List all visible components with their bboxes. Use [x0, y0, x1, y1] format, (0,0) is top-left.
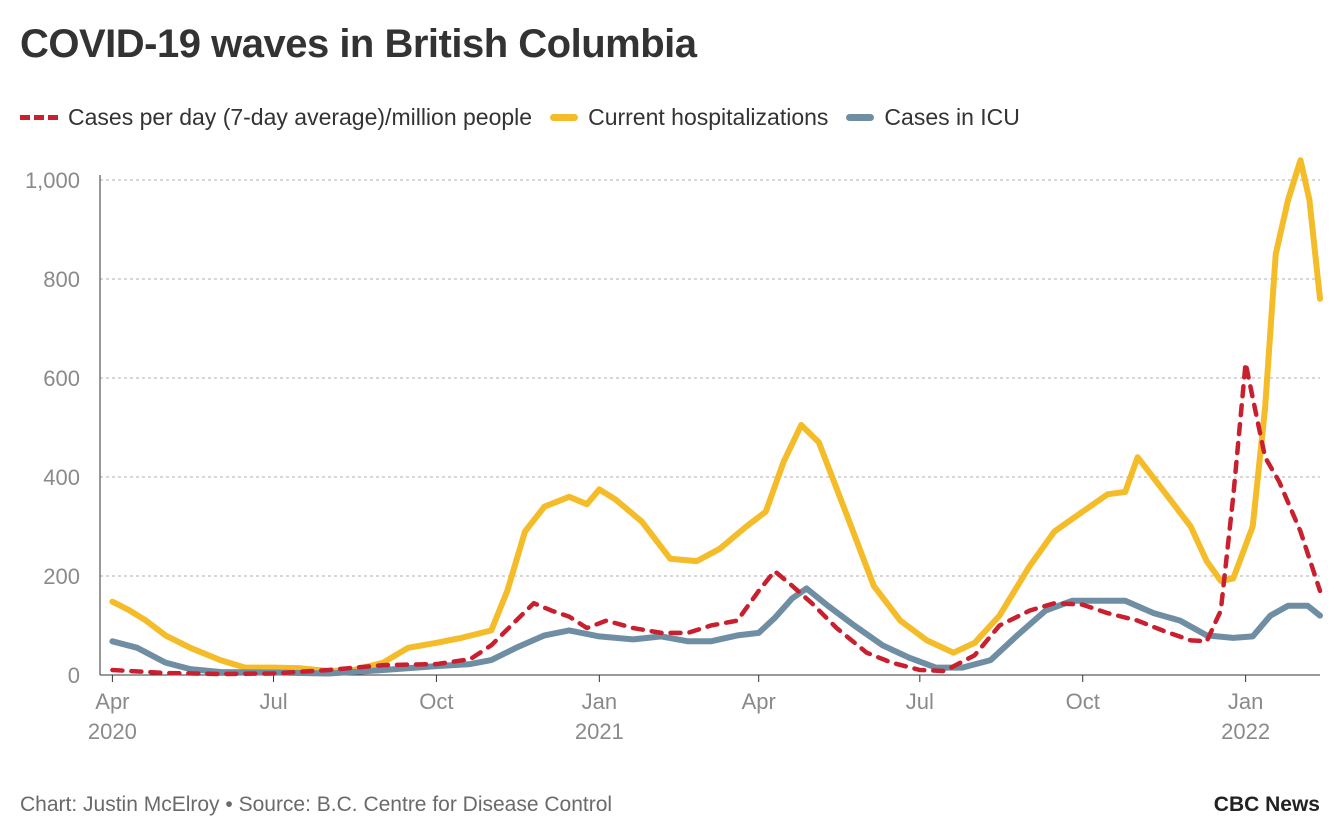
legend-label-cases: Cases per day (7-day average)/million pe… — [68, 103, 533, 130]
x-tick-label: Jan — [1228, 689, 1263, 714]
x-tick-label: Oct — [1066, 689, 1100, 714]
y-tick-label: 1,000 — [25, 168, 80, 193]
legend-item-cases: Cases per day (7-day average)/million pe… — [20, 104, 532, 131]
y-tick-label: 400 — [43, 465, 80, 490]
legend-item-hospitalizations: Current hospitalizations — [550, 104, 828, 131]
x-tick-label: Jul — [906, 689, 934, 714]
y-tick-label: 800 — [43, 267, 80, 292]
x-tick-label: Oct — [419, 689, 453, 714]
x-tick-label: Apr — [742, 689, 776, 714]
y-tick-label: 600 — [43, 366, 80, 391]
x-tick-label: Apr — [95, 689, 129, 714]
x-tick-year-label: 2022 — [1221, 719, 1270, 744]
chart-title: COVID-19 waves in British Columbia — [20, 22, 697, 66]
x-tick-label: Jul — [259, 689, 287, 714]
legend-item-icu: Cases in ICU — [846, 103, 1020, 131]
x-tick-year-label: 2020 — [88, 719, 137, 744]
x-tick-year-label: 2021 — [575, 719, 624, 744]
cases-series-line — [110, 360, 1323, 677]
y-tick-label: 0 — [68, 663, 80, 688]
hospitalizations-swatch — [550, 113, 579, 121]
legend-label-icu: Cases in ICU — [884, 103, 1020, 130]
cases-dash-swatch — [20, 114, 58, 120]
brand-logo-text: CBC News — [1213, 793, 1320, 816]
icu-series-line — [109, 585, 1323, 677]
legend-label-hospitalizations: Current hospitalizations — [588, 103, 829, 130]
x-tick-label: Jan — [582, 689, 617, 714]
icu-swatch — [846, 113, 875, 121]
line-chart: 0 200 400 600 800 1,000 Apr 2020 Jul Oct Jan 2021 Ap… — [25, 157, 1323, 744]
legend: Cases per day (7-day average)/million pe… — [20, 100, 1038, 134]
hospitalizations-series-line — [109, 157, 1323, 674]
y-tick-label: 200 — [43, 564, 80, 589]
source-credit: Chart: Justin McElroy • Source: B.C. Cen… — [20, 793, 613, 816]
